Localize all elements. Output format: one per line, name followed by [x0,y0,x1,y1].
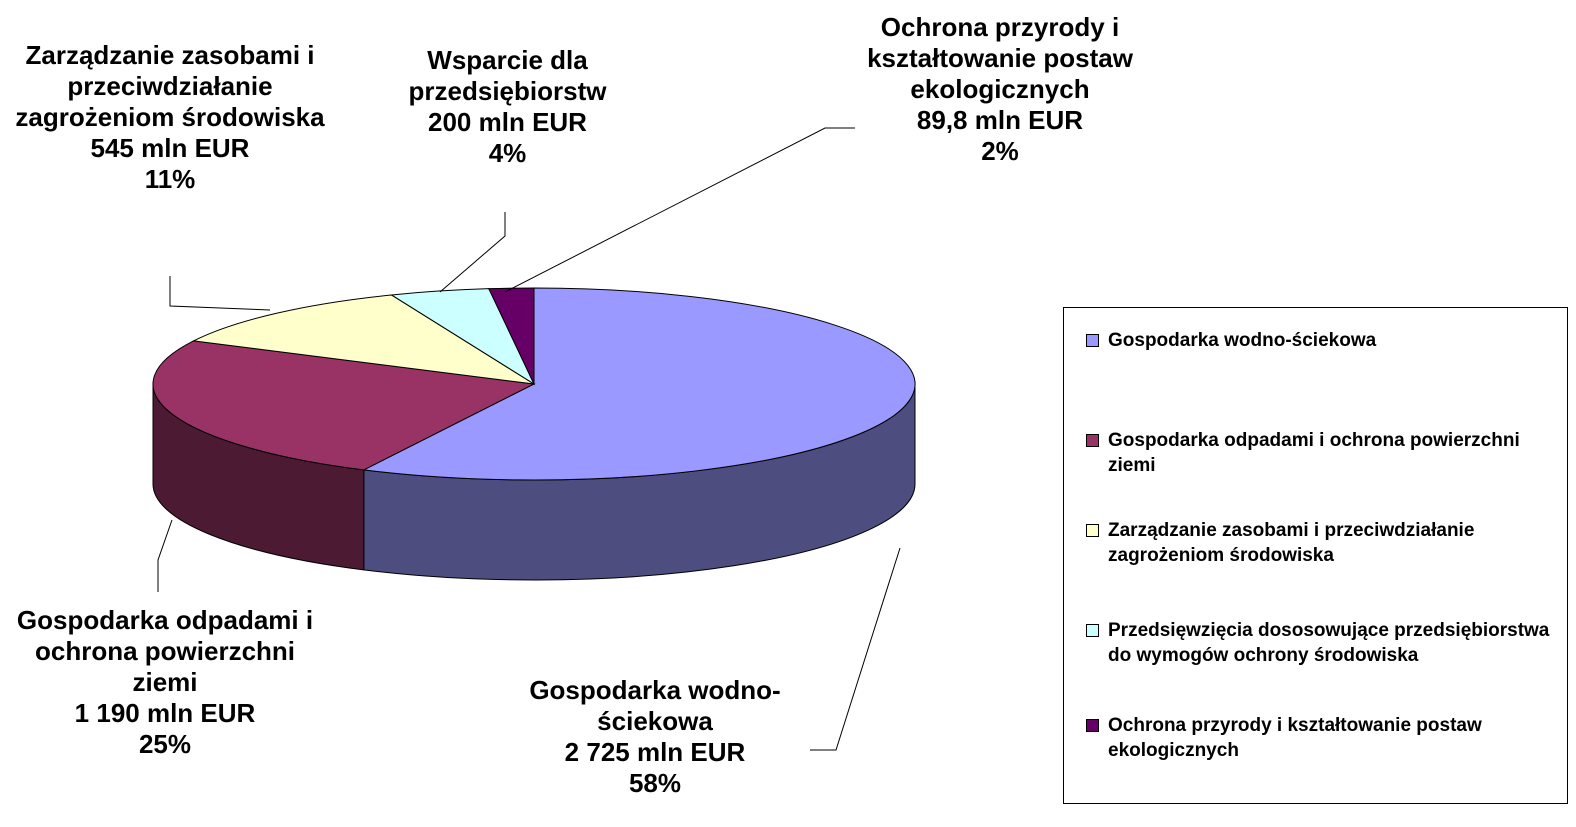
percent-label: 25% [138,729,192,759]
slice-label: Wsparcie dla przedsiębiorstw 200 mln EUR… [385,45,630,169]
leader-line [157,519,173,592]
pie [152,287,916,581]
legend: Gospodarka wodno-ściekowa Gospodarka odpa… [1063,307,1568,804]
slice-name: Ochrona przyrody i kształtowanie postaw … [867,12,1133,104]
slice-name: Zarządzanie zasobami i przeciwdziałanie … [15,40,325,132]
leader-line [169,276,271,311]
legend-swatch [1086,624,1099,637]
percent-label: 2% [981,136,1019,166]
legend-item: Gospodarka wodno-ściekowa [1084,328,1554,353]
value-label: 2 725 mln EUR [564,737,746,767]
legend-swatch [1086,334,1099,347]
percent-label: 11% [144,164,196,194]
legend-swatch [1086,434,1099,447]
slice [362,287,916,481]
leader-line [439,212,506,293]
legend-item: Przedsięwzięcia dososowujące przedsiębio… [1084,618,1554,668]
slice-name: Gospodarka odpadami i ochrona powierzchn… [16,605,314,697]
percent-label: 4% [488,138,527,168]
leader-lines [157,127,901,751]
value-label: 1 190 mln EUR [74,698,256,728]
value-label: 200 mln EUR [428,107,587,137]
legend-label: Ochrona przyrody i kształtowanie postaw … [1108,715,1482,761]
legend-item: Zarządzanie zasobami i przeciwdziałanie … [1084,518,1554,568]
slice-label: Ochrona przyrody i kształtowanie postaw … [850,12,1150,167]
leader-line [504,127,855,293]
legend-label: Gospodarka wodno-ściekowa [1108,330,1377,351]
slice [152,340,536,471]
slice-name: Gospodarka wodno-ściekowa [529,675,781,736]
legend-swatch [1086,719,1099,732]
leader-line [810,547,901,751]
slice-label: Zarządzanie zasobami i przeciwdziałanie … [5,40,335,195]
slice-label: Gospodarka odpadami i ochrona powierzchn… [10,605,320,760]
slice [192,294,535,385]
legend-swatch [1086,524,1099,537]
legend-label: Zarządzanie zasobami i przeciwdziałanie … [1108,520,1475,566]
slice-label: Gospodarka wodno-ściekowa 2 725 mln EUR … [500,675,810,799]
legend-label: Gospodarka odpadami i ochrona powierzchn… [1108,430,1520,476]
legend-item: Gospodarka odpadami i ochrona powierzchn… [1084,428,1554,478]
percent-label: 58% [628,768,682,798]
legend-label: Przedsięwzięcia dososowujące przedsiębio… [1108,620,1550,666]
legend-item: Ochrona przyrody i kształtowanie postaw … [1084,713,1554,763]
value-label: 89,8 mln EUR [916,105,1084,135]
value-label: 545 mln EUR [90,133,250,163]
slice-name: Wsparcie dla przedsiębiorstw [408,45,607,106]
